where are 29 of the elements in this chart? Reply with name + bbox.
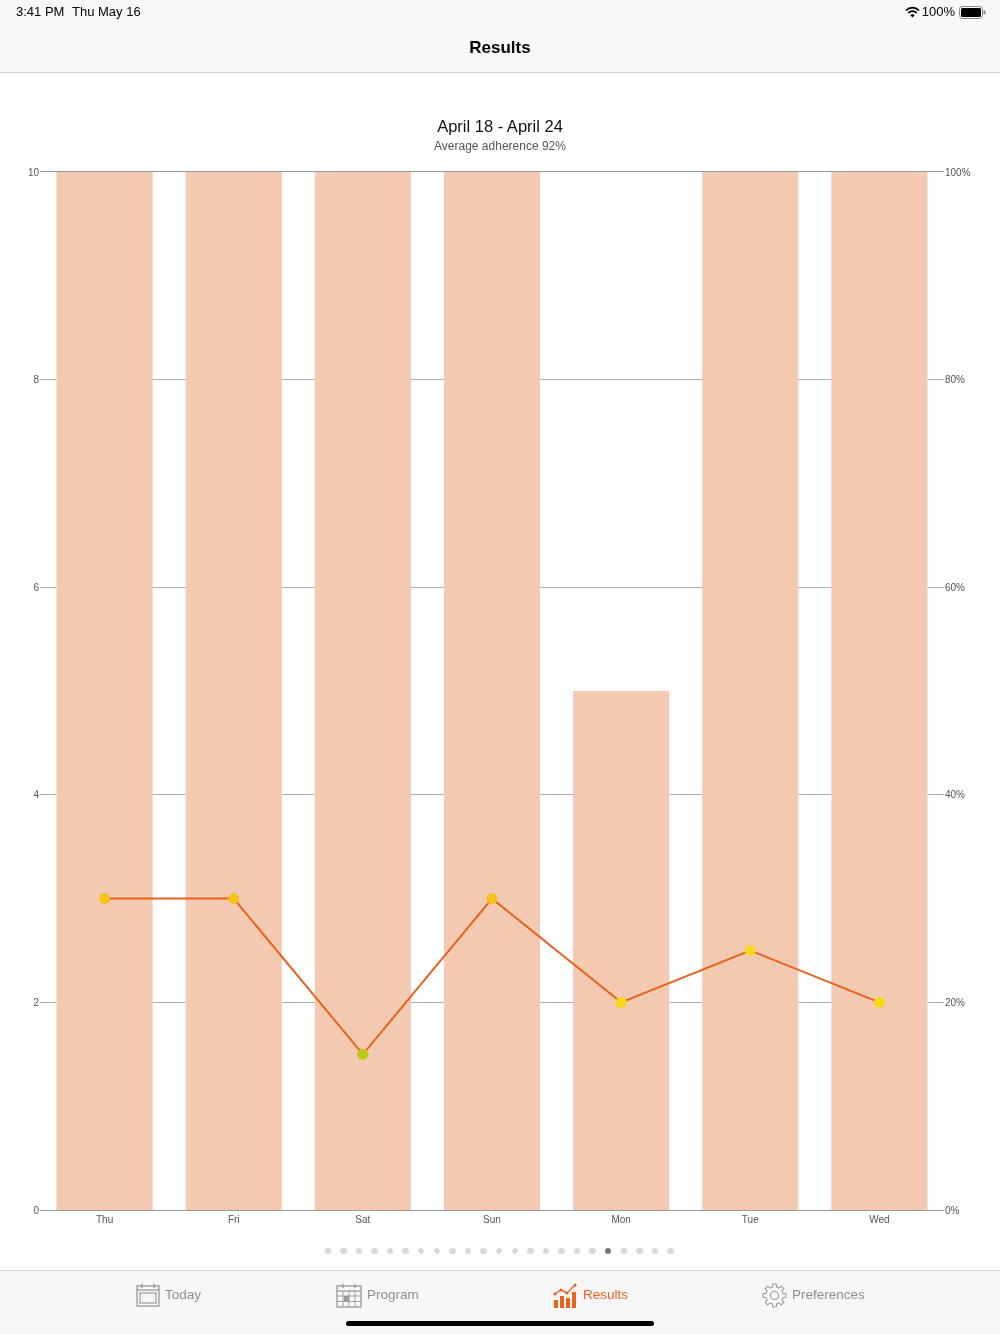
text: Preferences — [792, 1287, 865, 1303]
y2-tick-label: 100% — [945, 166, 971, 178]
y-tick-label: 6 — [33, 581, 40, 593]
x-tick-label: Sat — [355, 1214, 371, 1225]
x-tick-label: Fri — [227, 1214, 240, 1225]
y-tick-label: 2 — [33, 996, 40, 1008]
y-tick-label: 10 — [27, 166, 40, 178]
text: Thu May 16 — [72, 4, 141, 20]
y2-tick-label: 0% — [945, 1204, 960, 1216]
chart-subtitle: Average adherence 92% — [433, 139, 567, 154]
chart-title: April 18 - April 24 — [436, 117, 564, 136]
text: 3:41 PM — [16, 4, 65, 20]
y-tick-label: 8 — [33, 374, 40, 386]
x-tick-label: Wed — [869, 1214, 890, 1225]
y2-tick-label: 40% — [945, 789, 966, 801]
x-tick-label: Thu — [95, 1214, 114, 1225]
y2-tick-label: 20% — [945, 996, 966, 1008]
y-tick-label: 4 — [33, 789, 40, 801]
x-tick-label: Mon — [611, 1214, 631, 1225]
text: Program — [367, 1287, 419, 1303]
text: Results — [468, 38, 532, 58]
x-tick-label: Tue — [741, 1214, 760, 1225]
y2-tick-label: 80% — [945, 374, 966, 386]
text: Results — [583, 1287, 629, 1303]
y-tick-label: 0 — [33, 1204, 40, 1216]
x-tick-label: Sun — [483, 1214, 501, 1225]
text: 100% — [921, 4, 955, 20]
text: Today — [165, 1287, 202, 1303]
y2-tick-label: 60% — [945, 581, 966, 593]
